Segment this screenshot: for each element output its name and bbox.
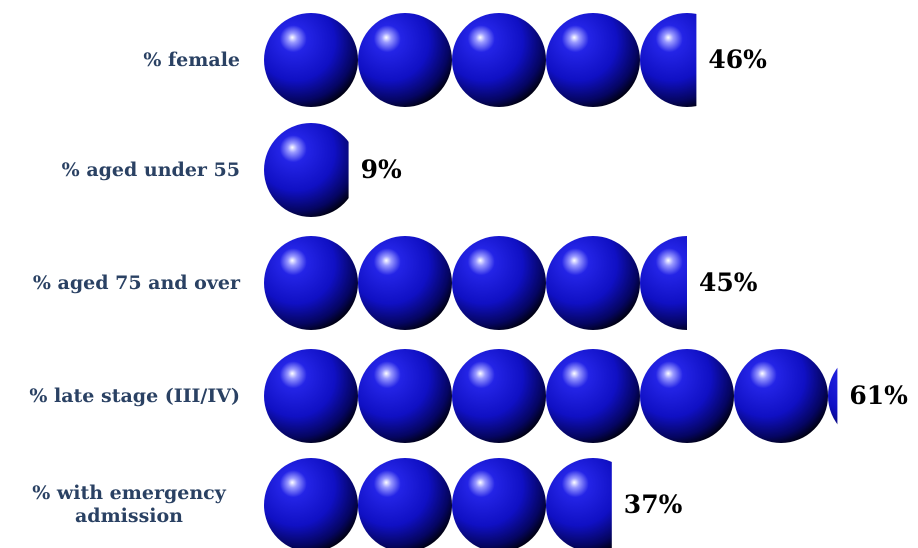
sphere-marker	[358, 236, 452, 330]
sphere-marker	[264, 123, 349, 217]
category-label-late-stage: % late stage (III/IV)	[29, 384, 240, 407]
bar-0	[264, 13, 697, 107]
sphere-marker	[358, 458, 452, 548]
bar-3	[264, 349, 838, 443]
category-label-female: % female	[143, 48, 240, 71]
sphere-marker	[452, 13, 546, 107]
category-label-aged-under-55: % aged under 55	[61, 158, 240, 181]
bar-1	[264, 123, 349, 217]
sphere-marker	[264, 13, 358, 107]
sphere-marker	[358, 13, 452, 107]
value-label-aged-75-and-over: 45%	[699, 268, 758, 297]
bar-4	[264, 458, 612, 548]
sphere-marker	[452, 349, 546, 443]
sphere-marker	[546, 458, 612, 548]
sphere-marker	[358, 349, 452, 443]
sphere-marker	[264, 349, 358, 443]
sphere-marker	[546, 13, 640, 107]
category-label-aged-75-and-over: % aged 75 and over	[32, 271, 240, 294]
sphere-marker	[264, 458, 358, 548]
category-label-emergency-admission: % with emergency admission	[32, 482, 226, 527]
sphere-marker	[828, 367, 838, 425]
bar-2	[264, 236, 687, 330]
sphere-marker	[640, 349, 734, 443]
value-label-late-stage: 61%	[849, 381, 908, 410]
sphere-marker	[452, 236, 546, 330]
sphere-marker	[452, 458, 546, 548]
sphere-marker	[546, 349, 640, 443]
value-label-aged-under-55: 9%	[360, 155, 402, 184]
sphere-marker	[640, 236, 687, 330]
sphere-marker	[640, 13, 697, 107]
sphere-marker	[546, 236, 640, 330]
sphere-marker	[734, 349, 828, 443]
value-label-female: 46%	[708, 45, 767, 74]
value-label-emergency-admission: 37%	[623, 490, 683, 519]
sphere-marker	[264, 236, 358, 330]
